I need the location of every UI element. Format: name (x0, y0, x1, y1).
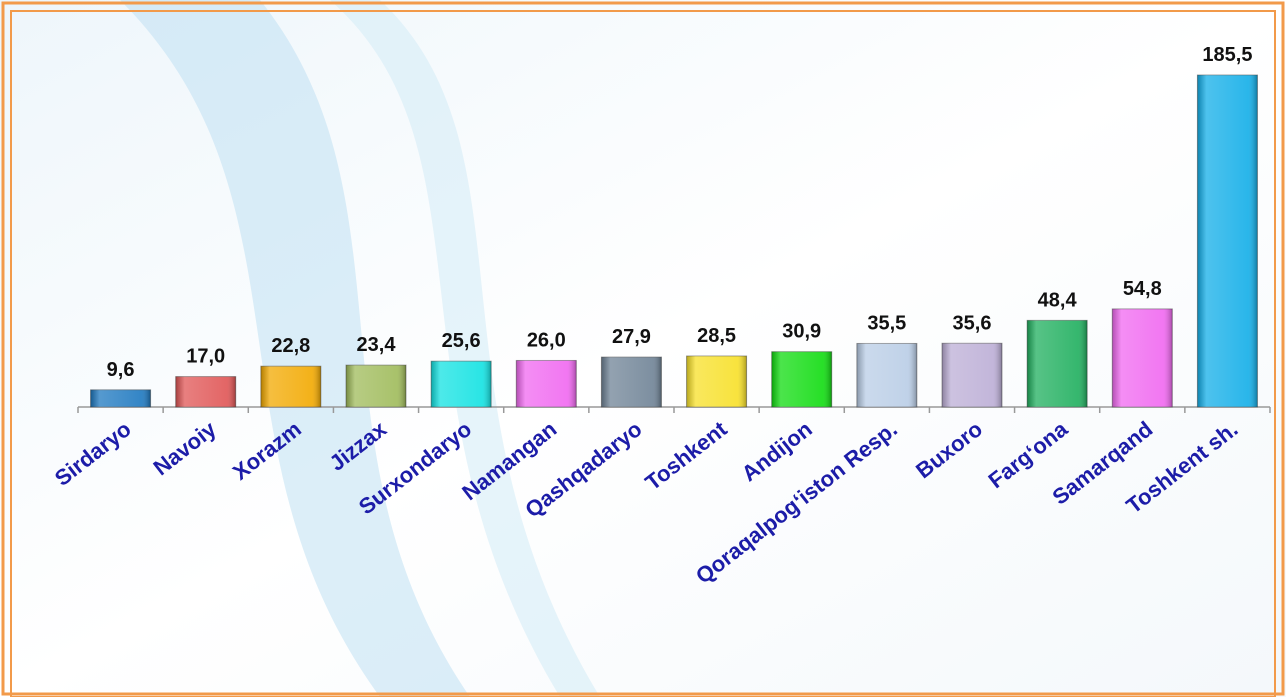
bar-bevel (1027, 320, 1087, 407)
value-label: 54,8 (1123, 278, 1162, 300)
value-label: 35,6 (953, 312, 992, 334)
bar-bevel (261, 366, 321, 407)
value-label: 30,9 (782, 321, 821, 343)
bar-bevel (857, 343, 917, 407)
bar-bevel (1197, 75, 1257, 407)
value-label: 23,4 (357, 334, 397, 356)
value-label: 9,6 (107, 359, 135, 381)
bar-bevel (772, 352, 832, 407)
value-label: 25,6 (442, 330, 481, 352)
value-label: 35,5 (867, 312, 906, 334)
bar-bevel (1112, 309, 1172, 407)
chart: 9,6Sirdaryo17,0Navoiy22,8Xorazm23,4Jizza… (0, 0, 1286, 697)
bar-bevel (91, 390, 151, 407)
bar-bevel (687, 356, 747, 407)
value-label: 27,9 (612, 326, 651, 348)
value-label: 185,5 (1202, 44, 1252, 66)
value-label: 22,8 (271, 335, 310, 357)
bar-bevel (942, 343, 1002, 407)
value-label: 17,0 (186, 346, 225, 368)
bar-bevel (176, 377, 236, 407)
bar-bevel (516, 360, 576, 407)
value-label: 28,5 (697, 325, 736, 347)
bar-bevel (601, 357, 661, 407)
value-label: 26,0 (527, 329, 566, 351)
bar-bevel (346, 365, 406, 407)
bar-bevel (431, 361, 491, 407)
value-label: 48,4 (1038, 289, 1078, 311)
